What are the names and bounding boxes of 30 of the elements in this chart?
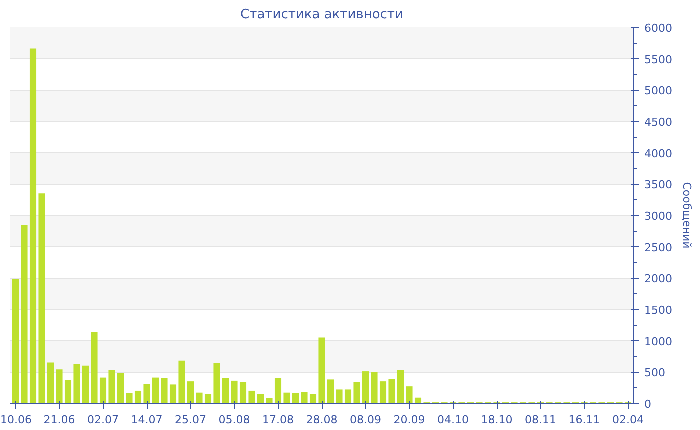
x-tick-label: 05.08 (218, 414, 250, 426)
y-tick-label: 500 (644, 366, 666, 380)
x-tick-label: 10.06 (0, 414, 32, 426)
y-tick-label: 2000 (644, 272, 672, 286)
x-tick-label: 20.09 (394, 414, 426, 426)
x-tick-label: 04.10 (438, 414, 470, 426)
x-tick-label: 14.07 (131, 414, 163, 426)
x-tick-label: 21.06 (44, 414, 76, 426)
x-tick-label: 17.08 (262, 414, 294, 426)
y-tick-label: 0 (644, 398, 652, 411)
y-tick-label: 5500 (644, 53, 672, 66)
x-tick-label: 02.04 (612, 414, 644, 426)
x-tick-label: 08.11 (525, 414, 557, 426)
y-tick-label: 3500 (644, 178, 672, 192)
x-tick-label: 16.11 (568, 414, 600, 426)
y-tick-label: 4500 (644, 116, 672, 129)
x-tick-label: 18.10 (481, 414, 513, 426)
y-tick-label: 6000 (644, 22, 672, 35)
y-tick-label: 1000 (644, 335, 672, 348)
x-tick-label: 25.07 (175, 414, 207, 426)
x-tick-label: 28.08 (306, 414, 338, 426)
y-axis-title: Сообщений (680, 182, 694, 249)
y-tick-label: 2500 (644, 241, 672, 254)
y-tick-label: 3000 (644, 210, 672, 223)
y-tick-label: 1500 (644, 304, 672, 317)
y-tick-label: 5000 (644, 84, 672, 98)
x-tick-label: 08.09 (350, 414, 382, 426)
x-tick-label: 02.07 (88, 414, 120, 426)
y-tick-label: 4000 (644, 147, 672, 160)
chart-title: Статистика активности (240, 8, 404, 22)
